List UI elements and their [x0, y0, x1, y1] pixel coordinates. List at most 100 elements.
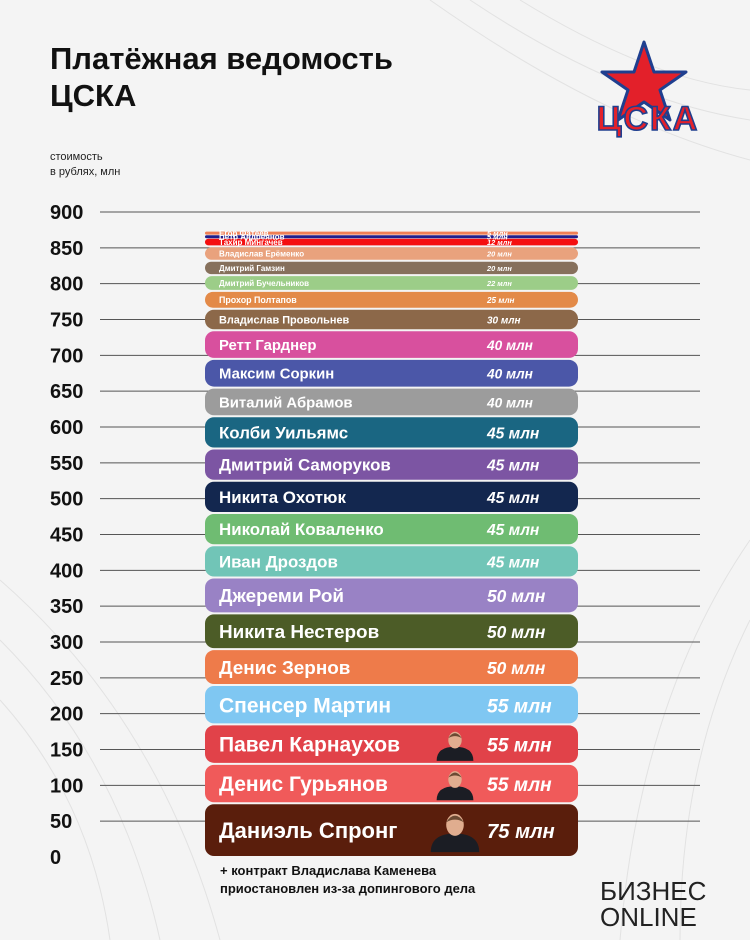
bar-segment-value: 50 млн: [487, 658, 546, 678]
bar-segment-rect: [205, 578, 578, 613]
bar-segment-value: 45 млн: [486, 490, 540, 507]
bar-segment-rect: [205, 514, 578, 545]
bar-segment-name: Даниэль Спронг: [219, 818, 397, 843]
player-photo-icon: [436, 731, 474, 761]
y-tick-label: 50: [50, 811, 72, 833]
y-tick-label: 600: [50, 417, 83, 439]
bar-segment: Денис Зернов 50 млн: [205, 650, 578, 684]
bar-segment-rect: [205, 235, 578, 239]
bar-segment-name: Дмитрий Саморуков: [219, 456, 391, 475]
y-tick-label: 900: [50, 202, 83, 224]
y-tick-label: 700: [50, 345, 83, 367]
bar-segment-name: Дмитрий Бучельников: [219, 279, 309, 288]
bar-segment-value: 5 млн: [487, 233, 508, 242]
bar-segment-rect: [205, 686, 578, 724]
bar-segment-value: 40 млн: [486, 338, 533, 353]
y-tick-label: 550: [50, 453, 83, 475]
y-axis-caption: стоимость в рублях, млн: [50, 150, 120, 180]
bar-segment-rect: [205, 449, 578, 480]
bar-segment-value: 45 млн: [486, 522, 540, 539]
bar-segment-value: 40 млн: [486, 367, 533, 382]
bar-segment: Тахир Мингачёв 12 млн: [205, 238, 578, 247]
bar-segment: Никита Нестеров 50 млн: [205, 614, 578, 649]
bar-segment-value: 45 млн: [486, 425, 540, 442]
bar-segment-value: 22 млн: [486, 279, 512, 288]
bar-segment-rect: [205, 331, 578, 358]
bar-segment-name: Тахир Мингачёв: [219, 238, 283, 247]
bar-segment: Дмитрий Саморуков 45 млн: [205, 449, 578, 480]
bar-segment-rect: [205, 261, 578, 275]
bar-segment-name: Максим Соркин: [219, 367, 334, 383]
bar-segment: Спенсер Мартин 55 млн: [205, 686, 578, 724]
bar-segment-rect: [205, 481, 578, 512]
bar-segment: Дмитрий Бучельников 22 млн: [205, 276, 578, 290]
bar-segment-value: 75 млн: [487, 821, 555, 843]
bar-segment-name: Прохор Полтапов: [219, 295, 297, 305]
bar-segment-value: 55 млн: [487, 696, 552, 717]
bar-segment-value: 55 млн: [487, 775, 552, 796]
bar-segment-value: 45 млн: [486, 458, 540, 475]
bar-segment-value: 45 млн: [486, 554, 540, 571]
bar-segment: Максим Соркин 40 млн: [205, 359, 578, 387]
y-tick-label: 500: [50, 489, 83, 511]
bar-segment: Виталий Абрамов 40 млн: [205, 388, 578, 416]
player-photo-icon: [436, 771, 474, 801]
bar-segment-rect: [205, 238, 578, 246]
bar-segment-value: 55 млн: [487, 736, 552, 757]
bar-segment-name: Пётр Андреянов: [219, 233, 285, 242]
bar-segment-name: Дмитрий Гамзин: [219, 264, 285, 273]
footnote-line-1: + контракт Владислава Каменева: [220, 863, 437, 878]
player-photo-icon: [430, 813, 480, 853]
footnote-line-2: приостановлен из-за допингового дела: [220, 881, 476, 896]
y-tick-labels: 0 50 100 150 200 250 300 350 400 450 500 550 600 650 7…: [50, 202, 83, 869]
bar-segment-rect: [205, 231, 578, 235]
bar-segment: Никита Охотюк 45 млн: [205, 481, 578, 512]
bar-segment-rect: [205, 388, 578, 416]
y-axis-caption-line-1: стоимость: [50, 151, 103, 163]
bar-segment: Прохор Полтапов 25 млн: [205, 291, 578, 308]
bar-segment-rect: [205, 276, 578, 290]
y-tick-label: 350: [50, 596, 83, 618]
bar-segment-name: Никита Охотюк: [219, 488, 346, 507]
bar-segment-name: Егор Фатеев: [219, 229, 269, 238]
y-tick-label: 0: [50, 847, 61, 869]
bar-segment-value: 50 млн: [487, 622, 546, 642]
bar-segment-name: Денис Зернов: [219, 658, 350, 679]
bar-segment: Пётр Андреянов 5 млн: [205, 233, 578, 242]
y-tick-label: 400: [50, 560, 83, 582]
bar-segment: Денис Гурьянов 55 млн: [205, 764, 578, 803]
business-online-logo: БИЗНЕС ONLINE: [600, 878, 706, 930]
bar-segment-name: Владислав Ерёменко: [219, 249, 304, 258]
y-tick-label: 250: [50, 668, 83, 690]
bar-segment-rect: [205, 417, 578, 448]
bar-segment-value: 20 млн: [486, 264, 512, 273]
bar-segment: Ретт Гарднер 40 млн: [205, 331, 578, 358]
bar-segment: Егор Фатеев 5 млн: [205, 229, 578, 238]
bar-segment: Иван Дроздов 45 млн: [205, 546, 578, 577]
cska-logo: ЦСКА: [596, 40, 700, 139]
bar-segment-rect: [205, 650, 578, 684]
title-line-1: Платёжная ведомость: [50, 41, 393, 76]
bar-segment-rect: [205, 546, 578, 577]
y-axis-caption-line-2: в рублях, млн: [50, 166, 121, 178]
y-tick-label: 650: [50, 381, 83, 403]
y-tick-label: 850: [50, 238, 83, 260]
y-tick-label: 200: [50, 704, 83, 726]
logo-letters: ЦСКА: [597, 100, 700, 138]
bar-segment-rect: [205, 359, 578, 387]
bar-segment-value: 20 млн: [486, 249, 512, 258]
bar-segment: Джереми Рой 50 млн: [205, 578, 578, 613]
bar-segment-rect: [205, 291, 578, 308]
y-tick-label: 800: [50, 274, 83, 296]
bar-segment: Дмитрий Гамзин 20 млн: [205, 261, 578, 275]
y-tick-label: 300: [50, 632, 83, 654]
bar-segment-name: Спенсер Мартин: [219, 694, 391, 717]
bar-segment-rect: [205, 804, 578, 856]
bar-segment-name: Денис Гурьянов: [219, 773, 388, 796]
brand-line-1: БИЗНЕС: [600, 876, 707, 906]
y-tick-label: 450: [50, 525, 83, 547]
y-tick-label: 150: [50, 740, 83, 762]
bar-segment-value: 50 млн: [487, 586, 546, 606]
y-tick-label: 100: [50, 775, 83, 797]
bar-segment: Владислав Ерёменко 20 млн: [205, 247, 578, 260]
